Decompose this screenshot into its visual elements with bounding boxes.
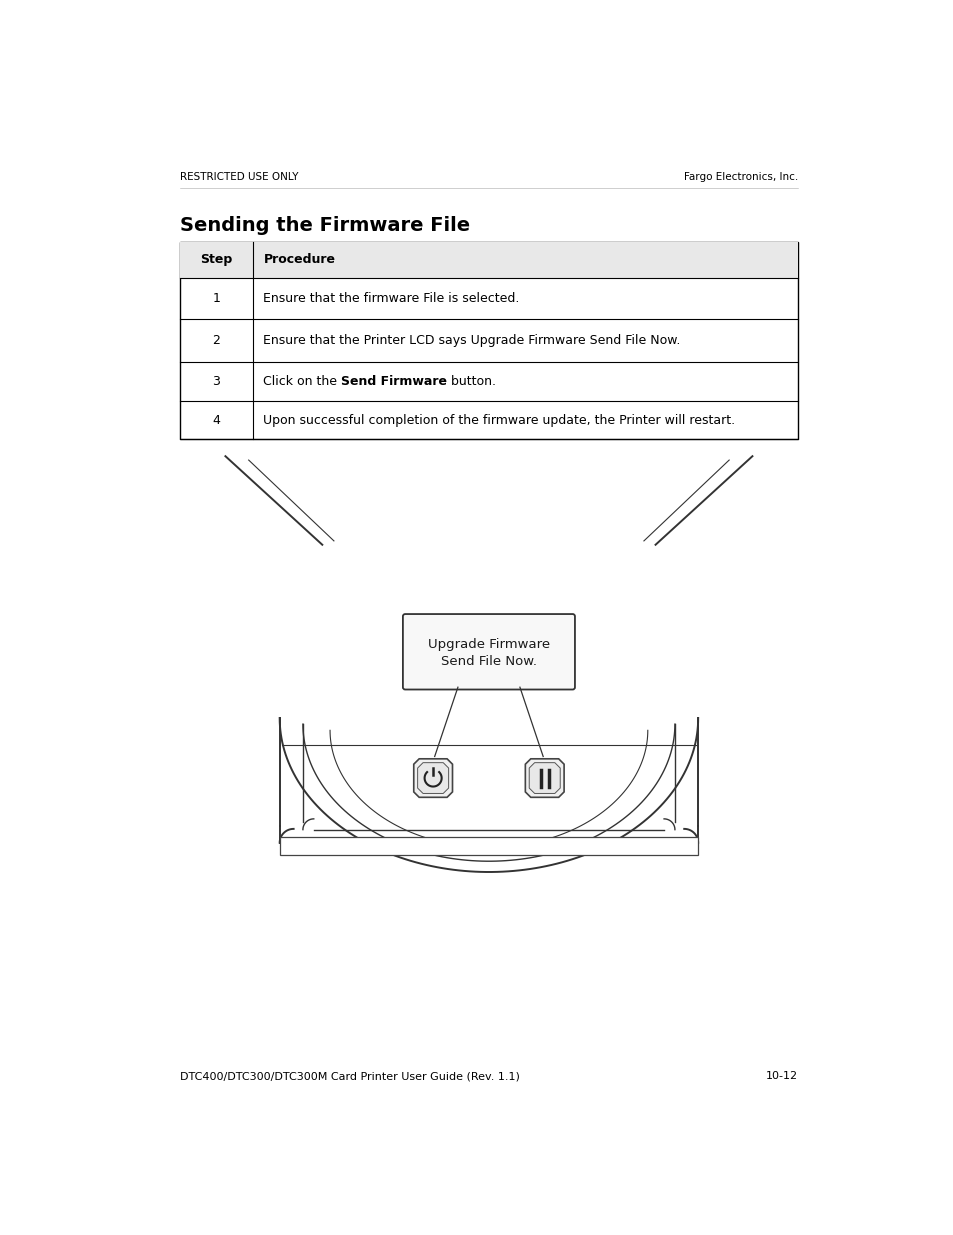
Polygon shape [529, 763, 559, 793]
Text: Step: Step [200, 253, 232, 267]
Text: Send Firmware: Send Firmware [341, 375, 447, 388]
Text: Ensure that the firmware File is selected.: Ensure that the firmware File is selecte… [263, 291, 519, 305]
Text: Upgrade Firmware: Upgrade Firmware [427, 637, 550, 651]
Polygon shape [417, 763, 448, 793]
Bar [179, 242, 798, 278]
Text: button.: button. [447, 375, 496, 388]
Text: RESTRICTED USE ONLY: RESTRICTED USE ONLY [179, 173, 298, 183]
Text: Ensure that the Printer LCD says Upgrade Firmware Send File Now.: Ensure that the Printer LCD says Upgrade… [263, 335, 680, 347]
Text: Click on the: Click on the [263, 375, 341, 388]
FancyBboxPatch shape [402, 614, 575, 689]
Polygon shape [525, 758, 563, 798]
Bar [179, 242, 798, 440]
Text: 3: 3 [212, 375, 220, 388]
Bar [279, 837, 698, 855]
Text: Upon successful completion of the firmware update, the Printer will restart.: Upon successful completion of the firmwa… [263, 414, 735, 426]
Text: DTC400/DTC300/DTC300M Card Printer User Guide (Rev. 1.1): DTC400/DTC300/DTC300M Card Printer User … [179, 1071, 519, 1081]
Text: Procedure: Procedure [263, 253, 335, 267]
Text: Sending the Firmware File: Sending the Firmware File [179, 216, 469, 235]
Polygon shape [414, 758, 452, 798]
Text: 10-12: 10-12 [765, 1071, 798, 1081]
Text: Fargo Electronics, Inc.: Fargo Electronics, Inc. [683, 173, 798, 183]
Text: Send File Now.: Send File Now. [440, 655, 537, 668]
Text: 4: 4 [212, 414, 220, 426]
Text: 1: 1 [212, 291, 220, 305]
Text: 2: 2 [212, 335, 220, 347]
